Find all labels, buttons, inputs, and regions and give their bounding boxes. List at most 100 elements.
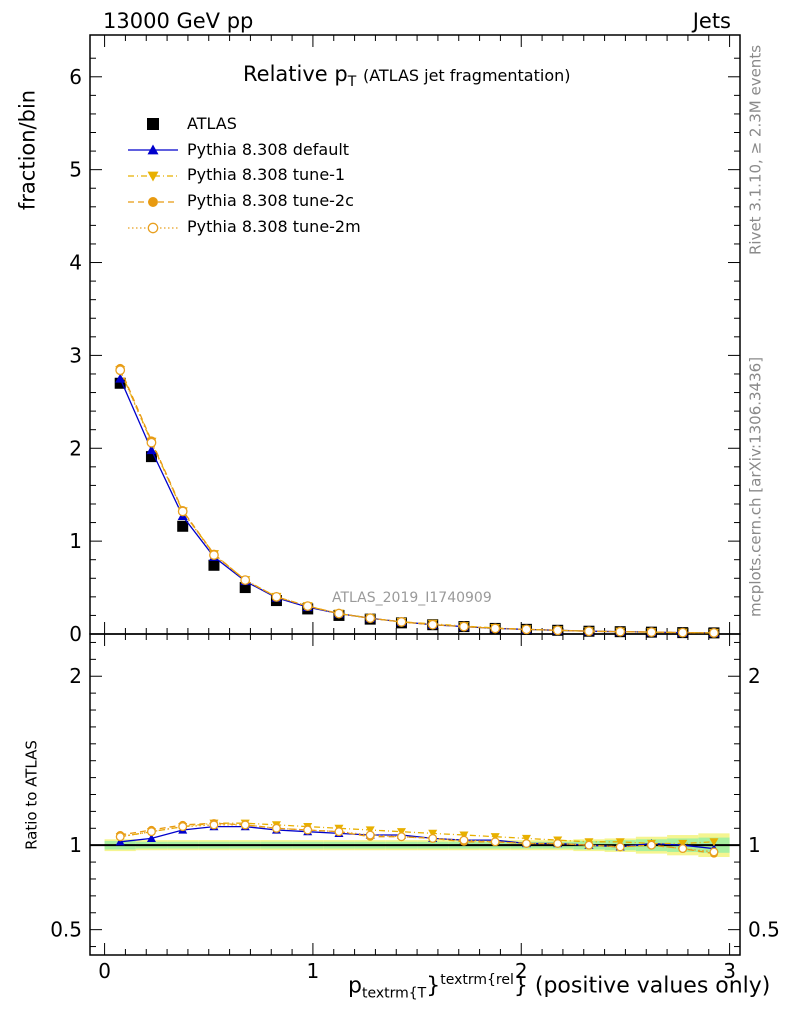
- ratio-series-point-3: [178, 822, 188, 832]
- main-series-line-3: [119, 368, 715, 634]
- x-axis-label-rest: (positive values only): [534, 973, 771, 999]
- main-series-point-4: [240, 575, 251, 586]
- mcplots-info-label: mcplots.cern.ch [arXiv:1306.3436]: [746, 356, 765, 618]
- ratio-series-point-3: [334, 827, 344, 837]
- ratio-series-point-0: [146, 833, 156, 843]
- main-series-point-0: [114, 377, 126, 389]
- header-process-label: Jets: [692, 9, 731, 33]
- ratio-y-tick-label-right: 1: [748, 833, 761, 857]
- main-series-point-4: [709, 627, 719, 638]
- ratio-y-tick-label: 0.5: [50, 918, 82, 942]
- main-y-tick-label: 1: [69, 529, 82, 553]
- ratio-series-point-3: [490, 837, 500, 847]
- analysis-watermark: ATLAS_2019_I1740909: [332, 590, 492, 606]
- main-series-point-0: [208, 559, 220, 571]
- main-series-point-4: [334, 608, 344, 619]
- ratio-y-axis-label: Ratio to ATLAS: [22, 740, 41, 850]
- main-y-tick-label: 6: [69, 65, 82, 89]
- ratio-series-point-0: [115, 837, 125, 846]
- ratio-series-point-1: [459, 831, 469, 840]
- legend-label-atlas: ATLAS: [187, 114, 237, 133]
- main-series-point-4: [615, 626, 626, 637]
- ratio-series-line-3: [120, 824, 715, 853]
- x-tick-label: 0: [98, 959, 111, 983]
- main-series-point-4: [459, 621, 469, 632]
- main-series-point-4: [302, 601, 313, 612]
- main-y-tick-label: 2: [69, 436, 82, 460]
- ratio-series-point-1: [521, 834, 531, 843]
- main-series-point-4: [146, 437, 157, 448]
- ratio-series-point-1: [365, 826, 375, 835]
- legend-label-tune-2c: Pythia 8.308 tune-2c: [187, 191, 354, 210]
- ratio-series-point-3: [396, 832, 406, 842]
- main-series-point-0: [177, 520, 189, 532]
- ratio-y-tick-label: 2: [69, 664, 82, 688]
- ratio-series-point-3: [584, 840, 594, 850]
- main-y-axis-label: fraction/bin: [15, 89, 40, 211]
- plot-title: Relative pT (ATLAS jet fragmentation): [243, 62, 571, 91]
- legend-label-default: Pythia 8.308 default: [187, 140, 350, 159]
- rivet-info-label: Rivet 3.1.10, ≥ 2.3M events: [746, 44, 765, 256]
- plot-title-main: Relative p: [243, 62, 348, 86]
- x-axis-label: ptextrm{T}textrm{rel} (positive values o…: [348, 973, 770, 1001]
- x-axis-label-sub: textrm{T: [361, 985, 427, 1002]
- ratio-series-point-3: [428, 833, 438, 843]
- main-series-point-4: [271, 591, 282, 602]
- ratio-series-point-1: [709, 838, 719, 847]
- main-series-point-1: [115, 373, 126, 383]
- main-y-tick-label: 3: [69, 343, 82, 367]
- ratio-series-point-3: [678, 844, 688, 854]
- main-series-point-4: [552, 625, 563, 636]
- ratio-y-tick-label-right: 2: [748, 664, 761, 688]
- header-energy-label: 13000 GeV pp: [103, 9, 254, 33]
- ratio-series-line-1: [120, 822, 715, 845]
- x-tick-label: 3: [723, 959, 736, 983]
- ratio-series-point-3: [646, 840, 656, 850]
- main-series-line-4: [119, 370, 715, 634]
- ratio-panel-frame: [89, 633, 741, 956]
- main-series-point-4: [521, 624, 532, 635]
- main-y-tick-label: 0: [69, 622, 82, 646]
- main-series-point-4: [646, 627, 657, 638]
- ratio-series-point-3: [459, 835, 469, 845]
- ratio-series-point-3: [209, 820, 219, 830]
- ratio-series-point-3: [271, 823, 281, 833]
- ratio-series-point-1: [428, 829, 438, 838]
- ratio-series-point-3: [709, 847, 719, 857]
- main-series-point-0: [145, 451, 157, 463]
- ratio-series-point-1: [615, 838, 625, 847]
- legend-marker-4: [147, 222, 159, 234]
- ratio-series-point-3: [365, 830, 375, 840]
- x-axis-label-main: p: [348, 973, 362, 999]
- legend-label-tune-1: Pythia 8.308 tune-1: [187, 165, 346, 184]
- legend-marker-3: [148, 197, 158, 207]
- ratio-series-point-1: [396, 828, 406, 837]
- x-axis-label-sup: textrm{rel: [440, 972, 514, 988]
- ratio-series-point-3: [521, 839, 531, 848]
- x-tick-label: 1: [307, 959, 320, 983]
- main-series-point-1: [146, 445, 157, 455]
- ratio-series-point-3: [553, 839, 563, 848]
- legend-marker-2: [147, 171, 159, 182]
- ratio-series-point-3: [303, 825, 313, 835]
- ratio-y-tick-label: 1: [69, 833, 82, 857]
- main-y-tick-label: 4: [69, 251, 82, 275]
- ratio-y-tick-label-right: 0.5: [748, 918, 780, 942]
- main-series-point-4: [427, 619, 438, 630]
- ratio-series-point-1: [678, 839, 688, 848]
- plot-title-sub: T: [347, 74, 357, 91]
- ratio-series-point-1: [490, 833, 500, 842]
- main-y-tick-label: 5: [69, 158, 82, 182]
- ratio-series-point-3: [146, 827, 156, 837]
- ratio-series-point-3: [240, 820, 250, 830]
- legend-marker-1: [147, 144, 159, 155]
- ratio-series-point-3: [115, 832, 125, 842]
- main-series-point-4: [115, 365, 126, 376]
- main-series-point-4: [209, 550, 219, 560]
- ratio-series-point-3: [615, 842, 625, 852]
- main-series-point-4: [584, 626, 594, 637]
- legend-label-tune-2m: Pythia 8.308 tune-2m: [187, 217, 361, 236]
- main-series-point-4: [677, 627, 688, 638]
- main-series-point-4: [365, 613, 376, 624]
